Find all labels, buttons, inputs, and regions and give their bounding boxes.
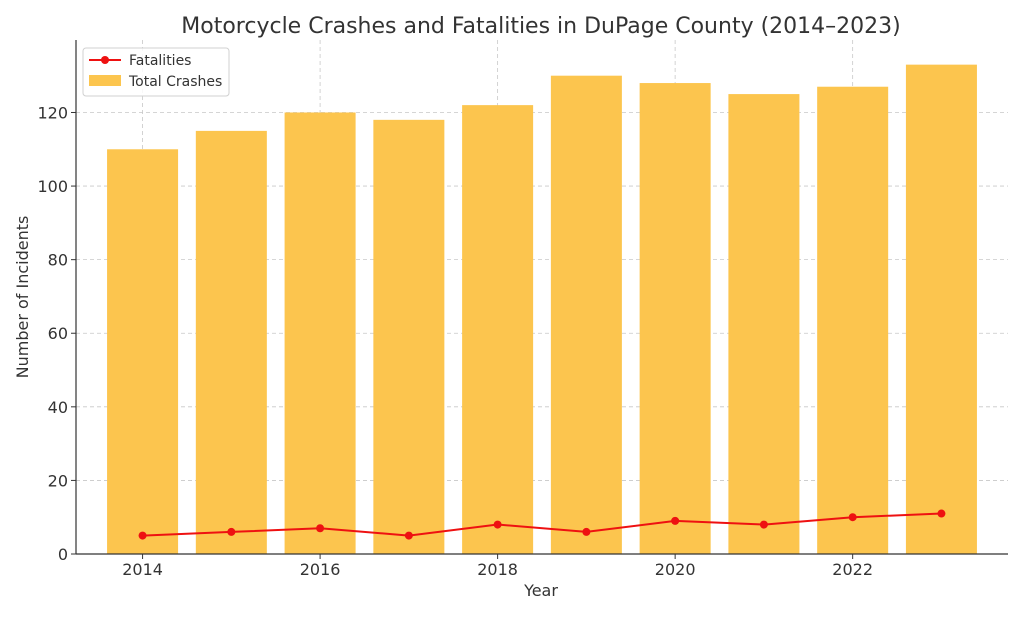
y-tick-label: 80 (48, 251, 68, 270)
y-tick-label: 20 (48, 471, 68, 490)
legend: Fatalities Total Crashes (82, 47, 230, 97)
fatalities-point (493, 520, 502, 529)
y-axis-label: Number of Incidents (13, 216, 32, 379)
legend-total-crashes-label: Total Crashes (128, 74, 222, 90)
fatalities-point (316, 524, 325, 533)
y-tick-label: 40 (48, 398, 68, 417)
bar-total-crashes (107, 149, 179, 555)
x-tick-label: 2014 (122, 560, 163, 579)
fatalities-point (937, 509, 946, 518)
legend-total-crashes-swatch (89, 75, 121, 86)
y-tick-label: 100 (37, 177, 68, 196)
fatalities-point (582, 527, 591, 536)
fatalities-point (671, 516, 680, 525)
x-axis-label: Year (523, 581, 558, 600)
bar-total-crashes (462, 105, 534, 554)
fatalities-point (404, 531, 413, 540)
fatalities-point (848, 513, 857, 522)
legend-fatalities-marker (101, 56, 109, 64)
y-tick-label: 60 (48, 324, 68, 343)
fatalities-point (759, 520, 768, 529)
bar-total-crashes (639, 83, 711, 554)
x-tick-label: 2022 (832, 560, 873, 579)
line-series (138, 509, 946, 540)
x-tick-label: 2018 (477, 560, 518, 579)
fatalities-point (138, 531, 147, 540)
fatalities-line (142, 512, 942, 537)
x-tick-label: 2020 (655, 560, 696, 579)
bar-total-crashes (284, 112, 356, 555)
y-tick-label: 120 (37, 103, 68, 122)
bar-total-crashes (373, 119, 445, 554)
bar-total-crashes (817, 86, 889, 555)
bar-total-crashes (905, 64, 977, 554)
axes: 0 20 40 60 80 100 120 2014 2016 2018 2020 2022 (37, 40, 1008, 579)
fatalities-point (227, 527, 236, 536)
bar-total-crashes (550, 75, 622, 554)
bar-series (107, 64, 977, 555)
legend-fatalities-label: Fatalities (129, 53, 191, 69)
x-tick-label: 2016 (300, 560, 341, 579)
y-tick-label: 0 (58, 545, 68, 564)
chart-title: Motorcycle Crashes and Fatalities in DuP… (181, 14, 900, 39)
bar-total-crashes (728, 94, 800, 554)
bar-total-crashes (195, 130, 267, 554)
